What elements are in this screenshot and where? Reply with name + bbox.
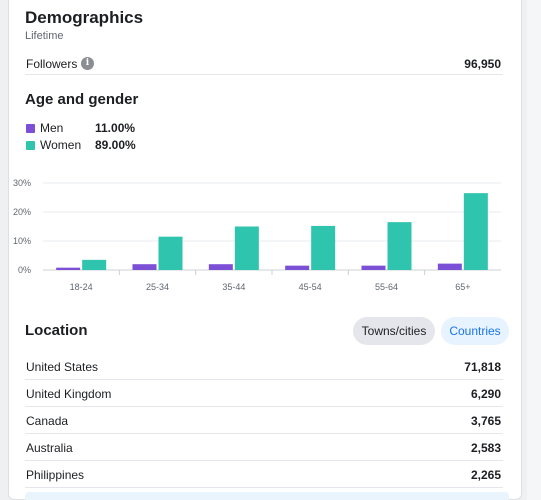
bar-women xyxy=(82,259,107,270)
demographics-card: Demographics Lifetime Followers i 96,950… xyxy=(8,0,522,500)
bar-women xyxy=(158,236,183,270)
location-name: Philippines xyxy=(26,468,85,482)
followers-value: 96,950 xyxy=(464,57,501,71)
y-tick-label: 10% xyxy=(13,236,31,246)
list-item: United States 71,818 xyxy=(25,353,503,380)
age-gender-chart: 0% 10% 20% 30% 18-24 25-34 35-44 45-54 55-64 65+ xyxy=(13,178,501,292)
y-tick-label: 30% xyxy=(13,178,31,188)
x-tick-label: 25-34 xyxy=(146,282,169,292)
women-swatch xyxy=(26,141,35,150)
bar-men xyxy=(285,265,310,270)
followers-label: Followers xyxy=(26,57,78,71)
y-tick-label: 20% xyxy=(13,207,31,217)
location-name: United States xyxy=(26,360,99,374)
legend-women-value: 89.00% xyxy=(95,138,136,152)
legend-men-label: Men xyxy=(40,121,64,135)
location-name: United Kingdom xyxy=(26,387,112,401)
countries-tab[interactable]: Countries xyxy=(441,317,509,345)
info-icon[interactable]: i xyxy=(81,57,94,70)
location-count: 3,765 xyxy=(470,414,501,428)
location-name: Canada xyxy=(26,414,69,428)
bar-women xyxy=(387,222,412,270)
x-tick-label: 65+ xyxy=(455,282,470,292)
x-tick-label: 45-54 xyxy=(299,282,322,292)
bar-men xyxy=(208,264,233,270)
age-gender-title: Age and gender xyxy=(25,91,139,108)
bar-men xyxy=(132,264,157,270)
location-count: 2,583 xyxy=(470,441,501,455)
bar-women xyxy=(311,225,336,270)
location-count: 6,290 xyxy=(470,387,501,401)
list-item: Australia 2,583 xyxy=(25,434,503,461)
x-tick-label: 35-44 xyxy=(222,282,245,292)
location-count: 2,265 xyxy=(470,468,501,482)
list-item: United Kingdom 6,290 xyxy=(25,380,503,407)
followers-row: Followers i 96,950 xyxy=(25,53,503,75)
bar-women xyxy=(234,226,259,270)
y-tick-label: 0% xyxy=(18,265,31,275)
legend-women-label: Women xyxy=(40,138,82,152)
men-swatch xyxy=(26,124,35,133)
list-item: Canada 3,765 xyxy=(25,407,503,434)
list-item: Philippines 2,265 xyxy=(25,461,503,488)
page-subtitle: Lifetime xyxy=(25,30,64,42)
bar-men xyxy=(437,263,462,270)
bar-women xyxy=(463,193,488,270)
bar-men xyxy=(361,265,386,270)
legend-men-value: 11.00% xyxy=(95,121,136,135)
location-list: United States 71,818 United Kingdom 6,29… xyxy=(25,353,503,488)
bottom-banner xyxy=(25,492,509,500)
towns-cities-tab[interactable]: Towns/cities xyxy=(353,317,435,345)
location-title: Location xyxy=(25,322,88,339)
x-tick-label: 18-24 xyxy=(70,282,93,292)
page-title: Demographics xyxy=(25,8,144,27)
x-tick-label: 55-64 xyxy=(375,282,398,292)
location-count: 71,818 xyxy=(464,360,501,374)
bar-men xyxy=(56,267,81,270)
location-name: Australia xyxy=(26,441,73,455)
scrollbar-track[interactable] xyxy=(527,0,541,500)
